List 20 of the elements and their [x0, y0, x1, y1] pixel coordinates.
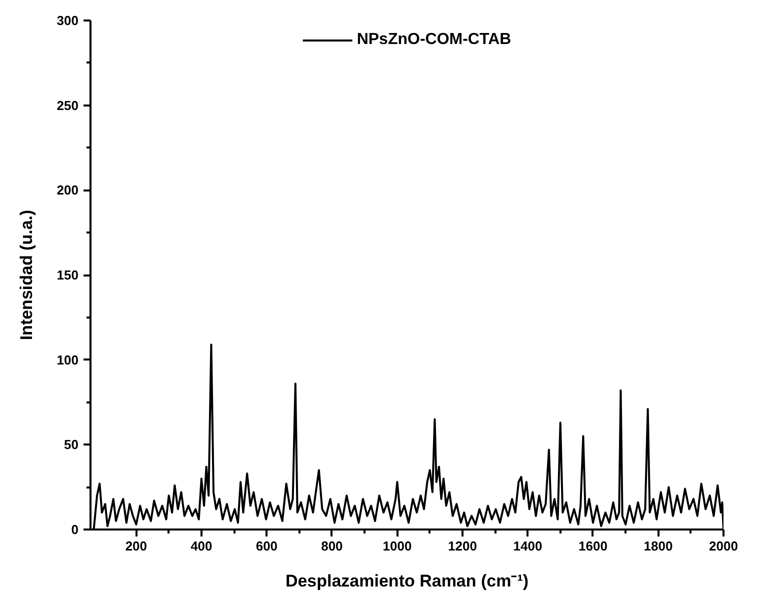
x-tick-label: 200: [125, 538, 148, 554]
y-tick-label: 150: [56, 268, 79, 282]
x-tick-label: 1200: [448, 538, 477, 554]
x-tick-label: 1800: [644, 538, 673, 554]
x-tick-label: 1600: [578, 538, 608, 554]
x-tick-label: 1400: [513, 538, 542, 554]
x-tick-label: 2000: [709, 538, 738, 554]
x-tick-label: 1000: [382, 538, 412, 554]
x-tick-label: 400: [190, 538, 212, 554]
x-tick-label: 800: [321, 538, 343, 554]
y-tick-label: 200: [56, 182, 79, 198]
legend-label: NPsZnO-COM-CTAB: [356, 31, 512, 49]
y-tick-label: 300: [56, 13, 79, 28]
y-tick-label: 250: [56, 98, 79, 113]
y-axis-title: Intensidad (u.a.): [16, 210, 36, 340]
x-axis-title: Desplazamiento Raman (cm⁻¹): [285, 572, 529, 590]
y-tick-label: 100: [56, 352, 79, 368]
x-tick-label: 600: [256, 538, 278, 554]
y-tick-label: 50: [64, 437, 79, 452]
y-tick-label: 0: [71, 522, 79, 537]
